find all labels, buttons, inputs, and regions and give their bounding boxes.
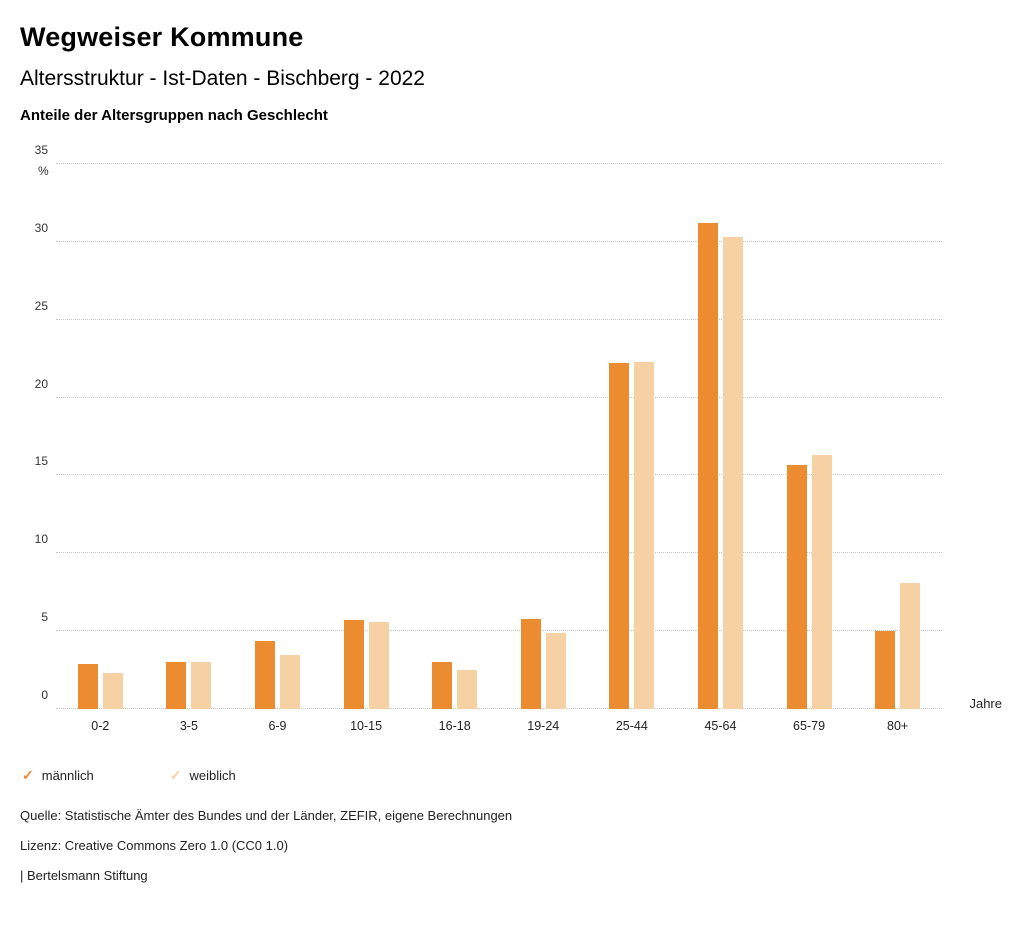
- gridline: [56, 630, 942, 632]
- bar-männlich[interactable]: [520, 618, 541, 709]
- bar-männlich[interactable]: [166, 662, 187, 709]
- y-tick-label: 25: [34, 298, 48, 313]
- bar-männlich[interactable]: [697, 223, 718, 709]
- bar-group: [676, 164, 765, 709]
- x-tick-label: 80+: [887, 719, 909, 733]
- bar-group: [499, 164, 588, 709]
- gridline: [56, 163, 942, 164]
- y-tick-label: 0: [41, 688, 48, 702]
- legend: ✓ männlich ✓ weiblich: [22, 767, 1004, 784]
- x-tick-label: 0-2: [91, 719, 110, 733]
- bar-männlich[interactable]: [786, 464, 807, 709]
- chart: % 0 5 10 15 20 25 30 35 0-2 3-5 6-9 10-15 16-18 19-2…: [20, 143, 1004, 784]
- legend-item-männlich[interactable]: ✓ männlich: [22, 767, 94, 784]
- bar-weiblich[interactable]: [279, 654, 300, 709]
- y-tick-label: 5: [41, 610, 48, 625]
- x-unit-label: Jahre: [969, 696, 1002, 711]
- bar-männlich[interactable]: [343, 620, 364, 709]
- check-icon: ✓: [169, 767, 182, 783]
- bar-weiblich[interactable]: [191, 662, 212, 709]
- bar-männlich[interactable]: [254, 640, 275, 709]
- bar-group: [853, 164, 942, 709]
- bar-männlich[interactable]: [609, 363, 630, 709]
- x-tick-label: 25-44: [615, 719, 648, 733]
- footer: Quelle: Statistische Ämter des Bundes un…: [20, 808, 1004, 883]
- x-tick-label: 10-15: [350, 719, 383, 733]
- bar-group: [765, 164, 854, 709]
- gridlines: [56, 163, 942, 709]
- chart-title: Anteile der Altersgruppen nach Geschlech…: [20, 107, 328, 124]
- legend-item-weiblich[interactable]: ✓ weiblich: [170, 767, 236, 784]
- gridline: [56, 708, 942, 709]
- bar-weiblich[interactable]: [545, 632, 566, 709]
- bar-weiblich[interactable]: [811, 455, 832, 709]
- x-axis-labels: 0-2 3-5 6-9 10-15 16-18 19-24 25-44 45-64 65-79 8…: [56, 719, 942, 733]
- x-tick-label: 45-64: [704, 719, 737, 733]
- bar-group: [588, 164, 677, 709]
- attribution-text: | Bertelsmann Stiftung: [20, 868, 148, 883]
- bar-männlich[interactable]: [432, 662, 453, 709]
- license-text: Lizenz: Creative Commons Zero 1.0 (CC0 1…: [20, 838, 289, 853]
- x-tick-label: 19-24: [527, 719, 560, 733]
- gridline: [56, 318, 942, 320]
- bar-weiblich[interactable]: [457, 670, 478, 709]
- plot-area: 0 5 10 15 20 25 30 35: [35, 143, 942, 709]
- source-text: Quelle: Statistische Ämter des Bundes un…: [20, 808, 513, 823]
- x-tick-label: 6-9: [268, 719, 287, 733]
- y-tick-label: 35: [34, 143, 48, 157]
- bar-weiblich[interactable]: [900, 582, 921, 709]
- gridline: [56, 396, 942, 398]
- y-tick-label: 15: [34, 454, 48, 469]
- bar-group: [410, 164, 499, 709]
- x-tick-label: 16-18: [438, 719, 471, 733]
- bar-group: [56, 164, 145, 709]
- bar-weiblich[interactable]: [102, 673, 123, 709]
- y-tick-label: 30: [34, 220, 48, 235]
- bar-weiblich[interactable]: [722, 237, 743, 709]
- gridline: [56, 240, 942, 242]
- bar-weiblich[interactable]: [634, 361, 655, 709]
- bar-group: [233, 164, 322, 709]
- bar-weiblich[interactable]: [368, 621, 389, 709]
- x-tick-label: 3-5: [179, 719, 198, 733]
- bar-group: [145, 164, 234, 709]
- bar-groups: [56, 164, 942, 709]
- y-tick-label: 20: [34, 376, 48, 391]
- gridline: [56, 474, 942, 476]
- bar-männlich[interactable]: [77, 663, 98, 709]
- plot-outer: 0 5 10 15 20 25 30 35 0-2 3-5 6-9 10-15 16-18 19-24 2…: [20, 143, 1004, 733]
- y-tick-label: 10: [34, 532, 48, 547]
- x-tick-label: 65-79: [793, 719, 826, 733]
- legend-label: weiblich: [189, 768, 236, 783]
- bar-group: [322, 164, 411, 709]
- check-icon: ✓: [22, 767, 34, 783]
- app-title: Wegweiser Kommune: [20, 22, 304, 52]
- gridline: [56, 552, 942, 554]
- y-unit-label: %: [38, 164, 49, 178]
- bar-männlich[interactable]: [875, 631, 896, 709]
- legend-label: männlich: [41, 768, 94, 783]
- page-subtitle: Altersstruktur - Ist-Daten - Bischberg -…: [20, 67, 425, 90]
